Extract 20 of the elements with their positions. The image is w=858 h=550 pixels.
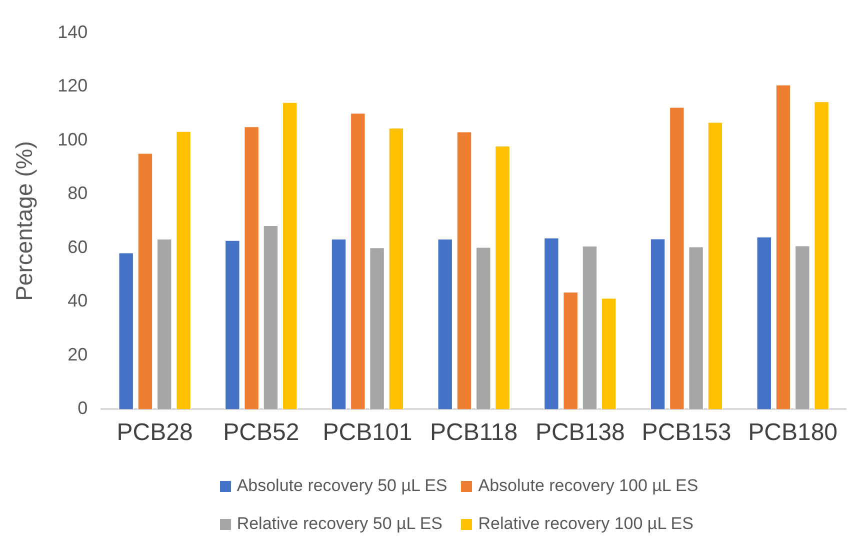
y-tick-label: 140 (58, 22, 88, 42)
legend-label: Absolute recovery 50 µL ES (236, 476, 448, 496)
y-tick-label: 60 (68, 236, 88, 257)
legend-label: Absolute recovery 100 µL ES (478, 476, 698, 496)
x-tick-label: PCB52 (223, 419, 300, 446)
x-tick-label: PCB101 (322, 419, 412, 446)
y-axis-title: Percentage (%) (11, 141, 38, 301)
x-tick-label: PCB153 (642, 419, 732, 446)
y-tick-label: 80 (68, 183, 88, 204)
y-tick-label: 120 (58, 76, 88, 96)
legend-label: Relative recovery 100 µL ES (478, 514, 694, 534)
x-tick-label: PCB28 (116, 419, 193, 446)
x-tick-label: PCB138 (535, 419, 625, 446)
y-tick-label: 40 (68, 290, 88, 311)
x-tick-label: PCB180 (748, 419, 838, 446)
y-tick-label: 20 (68, 344, 88, 364)
x-tick-label: PCB118 (430, 419, 518, 446)
legend-label: Relative recovery 50 µL ES (236, 514, 443, 534)
y-tick-label: 100 (58, 129, 88, 150)
y-tick-label: 0 (78, 398, 88, 418)
